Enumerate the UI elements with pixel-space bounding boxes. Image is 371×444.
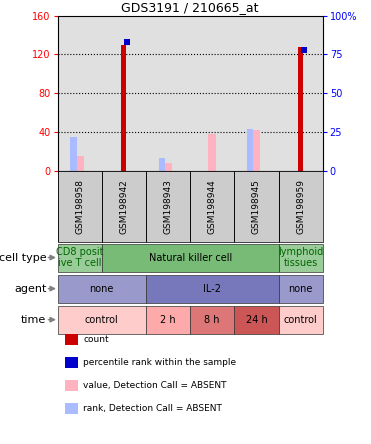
Bar — [279, 274, 323, 303]
Text: value, Detection Call = ABSENT: value, Detection Call = ABSENT — [83, 381, 227, 390]
Bar — [279, 243, 323, 271]
Text: none: none — [289, 284, 313, 293]
Bar — [70, 137, 76, 171]
Text: control: control — [85, 315, 119, 325]
Bar — [121, 45, 127, 171]
Bar — [146, 306, 190, 334]
Text: percentile rank within the sample: percentile rank within the sample — [83, 358, 237, 367]
Text: GSM198943: GSM198943 — [164, 179, 173, 234]
Bar — [58, 243, 102, 271]
Bar — [234, 16, 279, 171]
Bar — [58, 306, 146, 334]
Text: GSM198959: GSM198959 — [296, 179, 305, 234]
Bar — [234, 171, 279, 242]
Bar — [190, 16, 234, 171]
Bar — [58, 274, 146, 303]
Bar — [279, 306, 323, 334]
Bar — [247, 129, 253, 171]
Text: 2 h: 2 h — [160, 315, 176, 325]
Bar — [279, 171, 323, 242]
Bar — [146, 16, 190, 171]
Bar — [208, 134, 216, 171]
Bar — [102, 171, 146, 242]
Bar — [159, 159, 165, 171]
Bar — [234, 306, 279, 334]
Bar — [146, 274, 279, 303]
Text: 8 h: 8 h — [204, 315, 220, 325]
Bar — [279, 16, 323, 171]
Text: agent: agent — [14, 284, 46, 293]
Text: Natural killer cell: Natural killer cell — [148, 253, 232, 262]
Text: GSM198942: GSM198942 — [119, 179, 128, 234]
Text: lymphoid
tissues: lymphoid tissues — [278, 247, 323, 268]
Text: CD8 posit
ive T cell: CD8 posit ive T cell — [56, 247, 104, 268]
Bar — [164, 163, 172, 171]
Bar — [76, 156, 83, 171]
Bar — [190, 171, 234, 242]
Text: control: control — [284, 315, 318, 325]
Bar — [102, 16, 146, 171]
Text: cell type: cell type — [0, 253, 46, 262]
Bar — [298, 47, 303, 171]
Text: GSM198944: GSM198944 — [208, 179, 217, 234]
Bar — [253, 130, 260, 171]
Text: count: count — [83, 335, 109, 344]
Text: GSM198945: GSM198945 — [252, 179, 261, 234]
Bar — [58, 16, 102, 171]
Bar — [102, 243, 279, 271]
Bar — [146, 171, 190, 242]
Title: GDS3191 / 210665_at: GDS3191 / 210665_at — [121, 1, 259, 14]
Text: time: time — [21, 315, 46, 325]
Bar — [58, 171, 102, 242]
Text: IL-2: IL-2 — [203, 284, 221, 293]
Text: rank, Detection Call = ABSENT: rank, Detection Call = ABSENT — [83, 404, 222, 413]
Text: 24 h: 24 h — [246, 315, 267, 325]
Bar — [190, 306, 234, 334]
Text: none: none — [89, 284, 114, 293]
Text: GSM198958: GSM198958 — [75, 179, 84, 234]
